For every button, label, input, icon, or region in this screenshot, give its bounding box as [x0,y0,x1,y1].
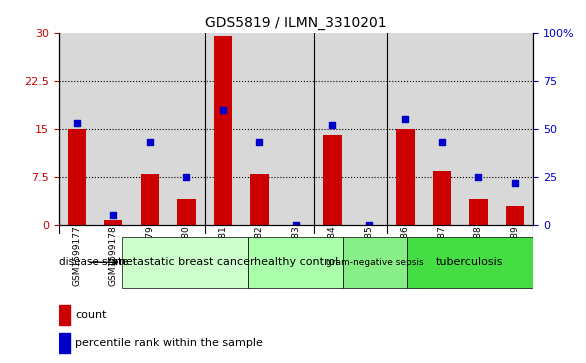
Text: GSM1599189: GSM1599189 [510,225,520,286]
Bar [314,33,350,225]
Bar [168,33,205,225]
Point [401,116,410,122]
Bar [132,33,168,225]
Point [291,222,301,228]
Point [364,222,374,228]
Point [255,139,264,145]
Text: GSM1599187: GSM1599187 [438,225,447,286]
Point [145,139,155,145]
Text: GSM1599185: GSM1599185 [364,225,373,286]
Point [510,180,520,185]
FancyBboxPatch shape [343,237,407,287]
Bar [387,33,424,225]
Bar [460,33,497,225]
Point [182,174,191,180]
Bar [506,206,524,225]
Text: GSM1599188: GSM1599188 [474,225,483,286]
Text: GSM1599178: GSM1599178 [109,225,118,286]
Text: GSM1599180: GSM1599180 [182,225,191,286]
Bar [214,36,232,225]
Bar [68,129,86,225]
Point [72,120,81,126]
Text: disease state: disease state [59,257,128,267]
Text: GSM1599182: GSM1599182 [255,225,264,286]
Text: healthy control: healthy control [254,257,338,267]
Bar [250,174,268,225]
Point [474,174,483,180]
FancyBboxPatch shape [407,237,533,287]
Bar [205,33,241,225]
Bar [241,33,278,225]
Bar [141,174,159,225]
FancyBboxPatch shape [122,237,248,287]
Bar [433,171,451,225]
Bar [59,33,95,225]
Text: GSM1599183: GSM1599183 [291,225,301,286]
Point [328,122,337,128]
Bar [278,33,314,225]
Bar [469,199,488,225]
Bar [350,33,387,225]
Bar [104,220,122,225]
Text: percentile rank within the sample: percentile rank within the sample [75,338,263,348]
Bar [59,305,70,325]
FancyBboxPatch shape [248,237,343,287]
Text: GSM1599181: GSM1599181 [219,225,227,286]
Text: gram-negative sepsis: gram-negative sepsis [326,258,424,267]
Bar [59,333,70,353]
Text: tuberculosis: tuberculosis [436,257,504,267]
Bar [424,33,460,225]
Bar [95,33,132,225]
Text: GSM1599179: GSM1599179 [145,225,154,286]
Text: count: count [75,310,107,320]
Text: metastatic breast cancer: metastatic breast cancer [115,257,255,267]
Text: GSM1599184: GSM1599184 [328,225,337,286]
Point [108,213,118,219]
Text: GSM1599186: GSM1599186 [401,225,410,286]
Point [437,139,447,145]
Text: GSM1599177: GSM1599177 [72,225,81,286]
Bar [177,199,196,225]
Bar [497,33,533,225]
Point [218,107,227,113]
Title: GDS5819 / ILMN_3310201: GDS5819 / ILMN_3310201 [205,16,387,30]
Bar [396,129,415,225]
Bar [323,135,342,225]
